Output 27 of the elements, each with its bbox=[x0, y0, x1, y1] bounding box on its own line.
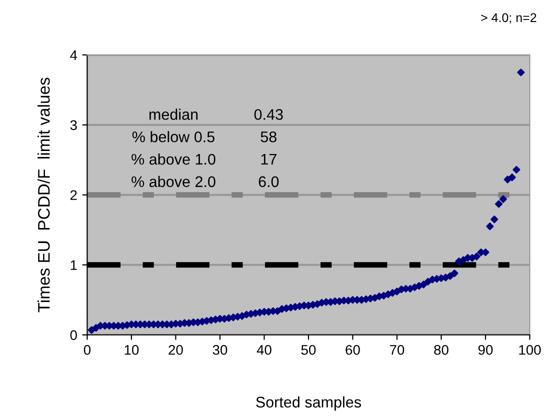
annotation: 17 bbox=[261, 154, 276, 165]
text: > 4.0; n=2 bbox=[481, 13, 536, 24]
annotation: % above 2.0 bbox=[132, 176, 216, 188]
x-tick-label: 70 bbox=[390, 344, 404, 355]
annotation: median bbox=[149, 108, 198, 120]
x-tick-label: 20 bbox=[168, 344, 183, 355]
annotation: 0.43 bbox=[254, 109, 283, 120]
annotation: % above 1.0 bbox=[132, 153, 216, 165]
y-tick-label: 2 bbox=[70, 190, 77, 200]
x-tick-label: 100 bbox=[519, 344, 541, 355]
annotation: % below 0.5 bbox=[132, 131, 214, 142]
x-tick-label: 40 bbox=[256, 344, 272, 355]
annotation: 58 bbox=[260, 131, 276, 142]
y-axis-title: Times EU PCDD/F limit values bbox=[38, 78, 50, 312]
x-tick-label: 80 bbox=[434, 344, 448, 355]
x-tick-label: 30 bbox=[212, 344, 228, 355]
y-tick-label: 4 bbox=[70, 50, 78, 60]
x-tick-label: 90 bbox=[478, 344, 493, 355]
y-tick-label: 1 bbox=[70, 260, 77, 270]
x-axis-title: Sorted samples bbox=[256, 396, 361, 411]
x-tick-label: 0 bbox=[84, 344, 91, 355]
annotation: 6.0 bbox=[258, 176, 279, 188]
x-tick-label: 10 bbox=[124, 344, 139, 355]
y-tick-label: 0 bbox=[70, 330, 77, 340]
y-tick-label: 3 bbox=[70, 120, 77, 130]
x-tick-label: 60 bbox=[346, 344, 360, 355]
x-tick-label: 50 bbox=[301, 344, 316, 355]
